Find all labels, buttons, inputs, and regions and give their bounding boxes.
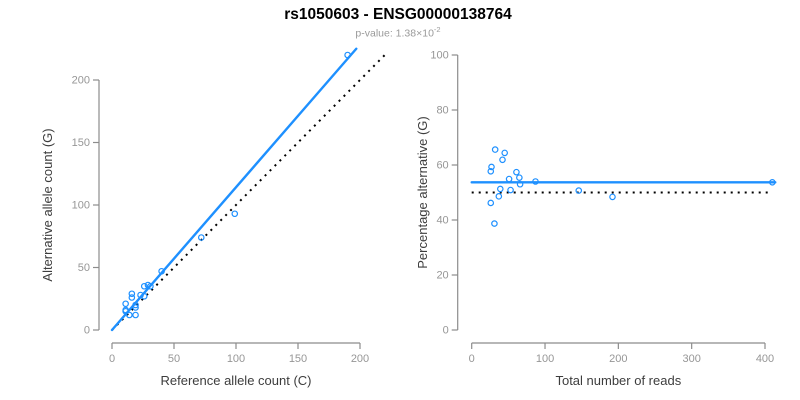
y-tick-label: 100 (72, 200, 90, 212)
y-tick-label: 0 (84, 325, 90, 337)
scatter-point (495, 193, 503, 200)
y-tick-label: 20 (436, 270, 448, 282)
subtitle-exponent: -2 (433, 25, 441, 34)
scatter-point (197, 234, 205, 241)
plot-title: rs1050603 - ENSG00000138764 (284, 6, 512, 23)
scatter-point (122, 300, 129, 308)
scatter-point (769, 179, 776, 186)
scatter-point (132, 311, 139, 319)
scatter-point (128, 294, 136, 301)
y-tick-label: 40 (436, 215, 448, 227)
y-axis-title: Alternative allele count (G) (40, 128, 55, 281)
y-tick-label: 80 (436, 105, 448, 117)
x-tick-label: 300 (682, 353, 700, 365)
scatter-point (122, 307, 129, 315)
x-tick-label: 50 (168, 353, 180, 365)
y-tick-label: 100 (430, 50, 448, 62)
identity-line (111, 53, 387, 331)
fit-line (110, 47, 358, 332)
scatter-point (491, 220, 498, 227)
y-axis-title: Percentage alternative (G) (415, 116, 430, 268)
scatter-point (575, 187, 583, 194)
y-tick-label: 200 (72, 75, 90, 87)
x-axis-title: Reference allele count (C) (160, 373, 311, 388)
x-tick-label: 200 (351, 353, 369, 365)
scatter-point (128, 290, 136, 298)
y-tick-label: 50 (78, 262, 90, 274)
scatter-point (140, 282, 148, 290)
scatter-point (499, 156, 506, 164)
subtitle-pvalue-text: p-value: 1.38×10 (355, 27, 434, 40)
scatter-point (158, 267, 165, 275)
scatter-point (126, 311, 133, 319)
x-tick-label: 0 (109, 353, 115, 365)
scatter-point (501, 149, 508, 157)
scatter-point (513, 168, 520, 176)
scatter-point (496, 185, 504, 193)
scatter-point (532, 178, 539, 185)
scatter-point (609, 193, 616, 201)
scatter-point (491, 146, 499, 153)
plot-subtitle: p-value: 1.38×10-2 (0, 25, 796, 40)
y-tick-label: 150 (72, 137, 90, 149)
x-axis-title: Total number of reads (555, 373, 681, 388)
allele-count-scatter-plot: 0 50 100 150 200 0 50 100 150 200 Reference allele… (40, 47, 387, 388)
scatter-point (516, 174, 523, 181)
x-tick-label: 100 (227, 353, 245, 365)
x-tick-label: 400 (756, 353, 774, 365)
scatter-point (132, 301, 139, 309)
scatter-point (507, 186, 514, 194)
scatter-point (516, 180, 524, 188)
x-tick-label: 150 (289, 353, 307, 365)
percentage-reads-scatter-plot: 0 20 40 60 80 100 0 100 200 300 400 Total number of… (415, 50, 777, 388)
scatter-point (137, 291, 144, 299)
scatter-point (147, 282, 154, 290)
scatter-point (231, 210, 239, 218)
x-tick-label: 200 (609, 353, 627, 365)
scatter-point (505, 175, 513, 183)
y-tick-label: 60 (436, 160, 448, 172)
x-tick-label: 0 (469, 353, 475, 365)
scatter-point (140, 292, 148, 300)
y-tick-label: 0 (443, 325, 449, 337)
scatter-point (344, 51, 351, 59)
scatter-point (487, 168, 495, 175)
scatter-point (132, 304, 139, 311)
scatter-point (487, 199, 495, 207)
scatter-point (488, 163, 495, 171)
x-tick-label: 100 (536, 353, 554, 365)
